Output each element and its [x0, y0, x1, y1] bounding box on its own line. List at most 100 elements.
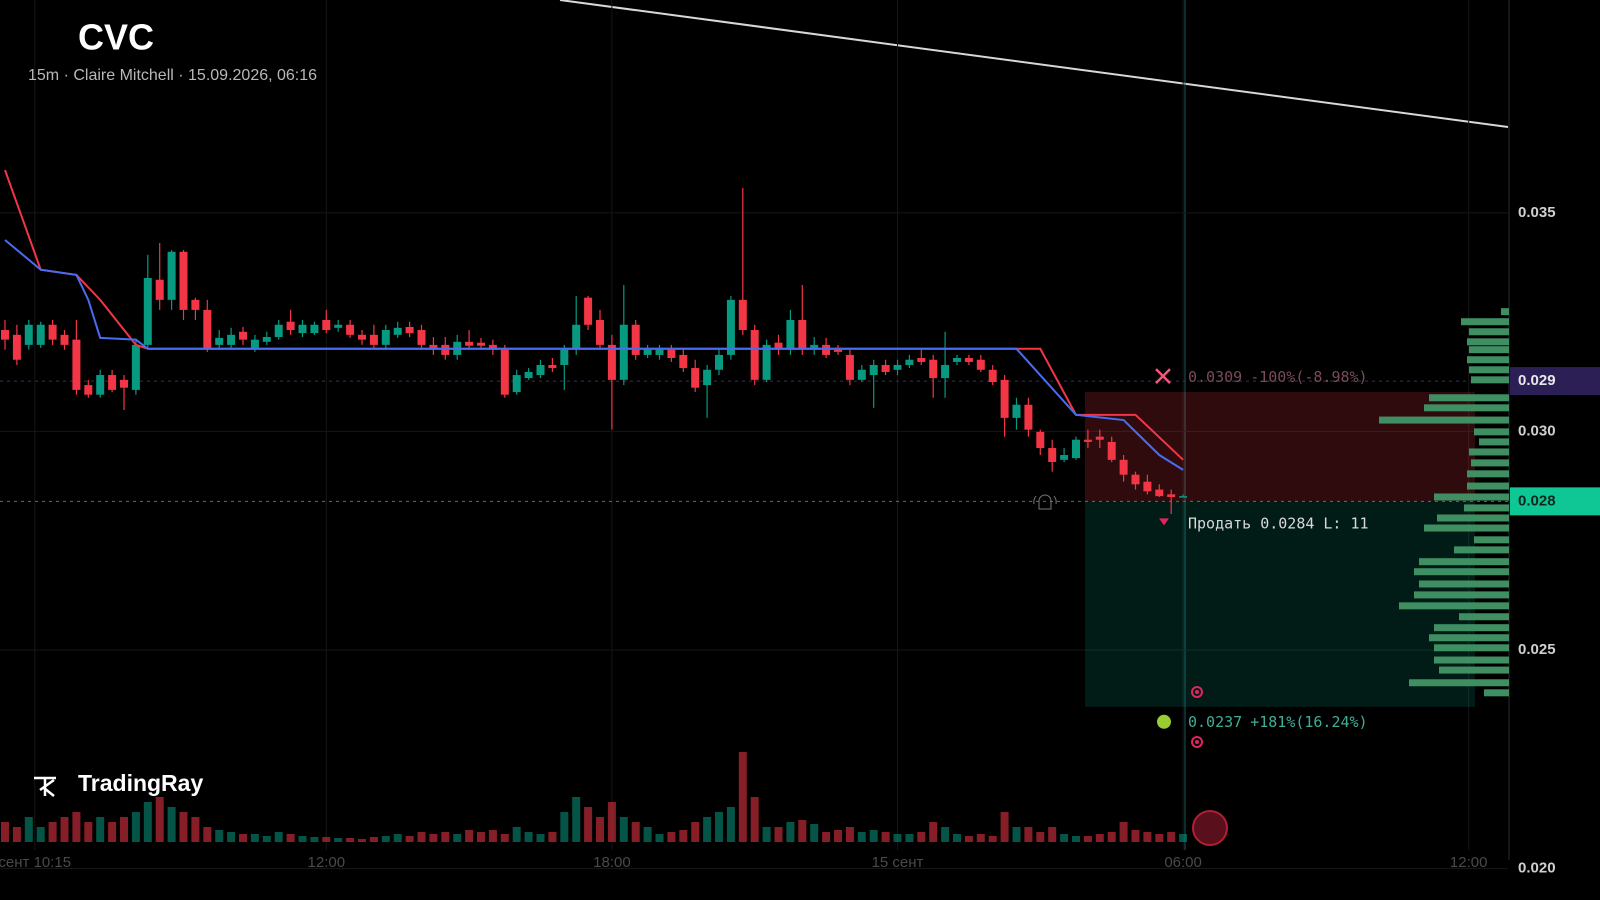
- profile-bar: [1471, 459, 1509, 467]
- candle-body: [334, 324, 343, 328]
- candle-body: [869, 364, 878, 376]
- profile-bar: [1479, 438, 1509, 446]
- candle-body: [798, 319, 807, 350]
- volume-bar: [417, 832, 426, 842]
- candle-body: [1072, 439, 1080, 459]
- volume-bar: [453, 834, 462, 842]
- x-tick-label: 18:00: [593, 854, 631, 871]
- volume-bar: [822, 832, 831, 842]
- volume-bar: [1048, 827, 1057, 842]
- bell-icon[interactable]: [1033, 494, 1057, 510]
- candle-body: [857, 369, 866, 380]
- candle-body: [24, 324, 33, 345]
- profile-bar: [1409, 679, 1509, 687]
- candle-body: [1107, 441, 1116, 460]
- trend-line[interactable]: [559, 0, 1509, 128]
- volume-bar: [512, 827, 521, 842]
- volume-bar: [250, 834, 259, 842]
- candle-body: [881, 364, 890, 372]
- candle-body: [1036, 431, 1045, 449]
- volume-bar: [607, 802, 616, 842]
- candle-body: [905, 359, 914, 365]
- profile-bar: [1469, 328, 1509, 336]
- volume-bar: [786, 822, 795, 842]
- volume-bar: [1036, 832, 1045, 842]
- target-label: 0.0237 +181%(16.24%): [1188, 712, 1368, 730]
- volume-bar: [24, 817, 33, 842]
- volume-bar: [298, 836, 307, 842]
- volume-bar: [274, 832, 283, 842]
- volume-bar: [548, 832, 557, 842]
- volume-bar: [60, 817, 69, 842]
- profile-bar: [1437, 514, 1509, 522]
- candle-body: [60, 334, 69, 345]
- candle-body: [155, 279, 164, 300]
- candle-body: [607, 344, 616, 380]
- candle-body: [1060, 455, 1069, 460]
- volume-bar: [667, 832, 676, 842]
- volume-bar: [1131, 830, 1140, 842]
- candle-body: [167, 251, 176, 300]
- candle-body: [655, 349, 664, 355]
- candle-body: [1024, 404, 1033, 430]
- volume-bar: [726, 807, 735, 842]
- close-icon[interactable]: [1155, 368, 1171, 384]
- candle-body: [322, 319, 331, 331]
- candle-body: [679, 354, 688, 369]
- candle-body: [536, 364, 545, 376]
- volume-bar: [441, 832, 450, 842]
- candle-body: [572, 324, 581, 350]
- volume-bar: [750, 797, 759, 842]
- candle-body: [310, 324, 319, 334]
- volume-bar: [1000, 812, 1009, 842]
- y-tick-label: 0.020: [1518, 859, 1556, 876]
- volume-bar: [1060, 834, 1069, 842]
- volume-bar: [1119, 822, 1128, 842]
- candle-body: [691, 368, 700, 388]
- candle-body: [1119, 459, 1128, 475]
- subtitle: 15m · Claire Mitchell · 15.09.2026, 06:1…: [28, 67, 317, 84]
- candle-body: [762, 344, 771, 380]
- stop-price-tag: 0.029: [1518, 372, 1556, 389]
- candle-body: [786, 319, 795, 350]
- volume-bar: [988, 836, 997, 842]
- profile-bar: [1467, 470, 1509, 478]
- candle-body: [1131, 474, 1140, 485]
- volume-bar: [1095, 834, 1104, 842]
- candle-body: [274, 324, 283, 338]
- volume-bar: [834, 830, 842, 842]
- profile-bar: [1429, 394, 1509, 402]
- candle-body: [738, 299, 747, 331]
- volume-bar: [798, 820, 807, 842]
- entry-price-tag: 0.028: [1518, 492, 1556, 509]
- profile-bar: [1434, 493, 1509, 501]
- volume-bar: [227, 832, 236, 842]
- volume-bar: [596, 817, 604, 842]
- volume-bar: [12, 827, 21, 842]
- candle-body: [643, 349, 652, 355]
- volume-bar: [964, 836, 973, 842]
- volume-bar: [1012, 827, 1021, 842]
- profile-bar: [1459, 613, 1509, 621]
- sell-arrow: [1159, 518, 1169, 526]
- candle-body: [953, 357, 961, 362]
- record-button[interactable]: [1192, 810, 1228, 846]
- candle-body: [441, 344, 450, 355]
- target-label-part: +181%(16.24%): [1250, 712, 1367, 730]
- profile-bar: [1469, 448, 1509, 456]
- volume-bar: [429, 834, 438, 842]
- profile-bar: [1467, 356, 1509, 364]
- profile-bar: [1429, 634, 1509, 642]
- order-label: Продать 0.0284 L: 11: [1188, 514, 1369, 532]
- candle-body: [1143, 481, 1152, 492]
- y-tick-label: 0.035: [1518, 204, 1556, 221]
- candle-body: [393, 327, 402, 335]
- candle-body: [964, 357, 973, 362]
- candle-body: [512, 375, 521, 393]
- volume-bar: [405, 836, 414, 842]
- volume-bar: [774, 827, 783, 842]
- volume-bar: [465, 830, 474, 842]
- volume-bar: [48, 822, 57, 842]
- candle-body: [239, 331, 247, 340]
